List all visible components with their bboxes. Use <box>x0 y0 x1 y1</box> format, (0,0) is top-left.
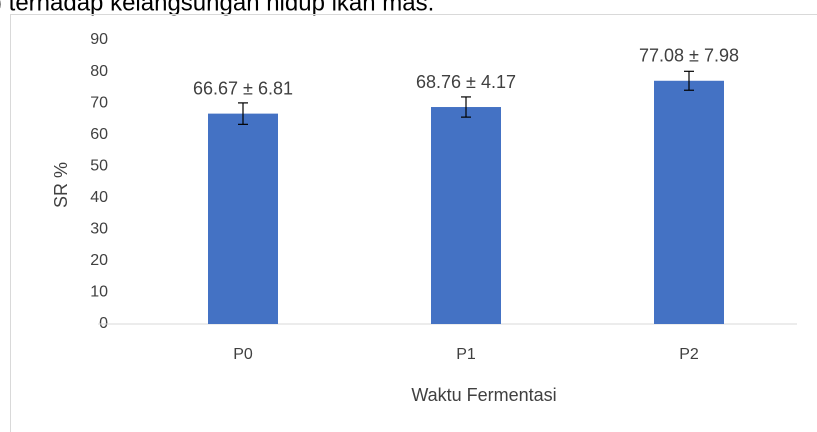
y-tick-label: 40 <box>90 189 108 206</box>
y-tick-label: 90 <box>90 31 108 48</box>
y-tick-label: 80 <box>90 63 108 80</box>
data-label: 66.67 ± 6.81 <box>193 78 293 98</box>
y-tick-label: 10 <box>90 284 108 301</box>
y-tick-label: 50 <box>90 157 108 174</box>
y-tick-label: 30 <box>90 221 108 238</box>
x-tick-label: P2 <box>679 346 699 363</box>
x-axis-title: Waktu Fermentasi <box>411 385 556 405</box>
data-label: 77.08 ± 7.98 <box>639 46 739 66</box>
x-tick-label: P0 <box>233 346 253 363</box>
bar <box>431 107 501 324</box>
bar <box>208 113 278 324</box>
bar <box>654 80 724 324</box>
y-tick-label: 70 <box>90 94 108 111</box>
x-tick-label: P1 <box>456 346 476 363</box>
y-axis-title: SR % <box>51 162 71 208</box>
y-tick-label: 60 <box>90 126 108 143</box>
data-label: 68.76 ± 4.17 <box>416 72 516 92</box>
caption-fragment: ) terhadap kelangsungan hidup ikan mas. <box>0 0 434 16</box>
y-tick-label: 20 <box>90 252 108 269</box>
